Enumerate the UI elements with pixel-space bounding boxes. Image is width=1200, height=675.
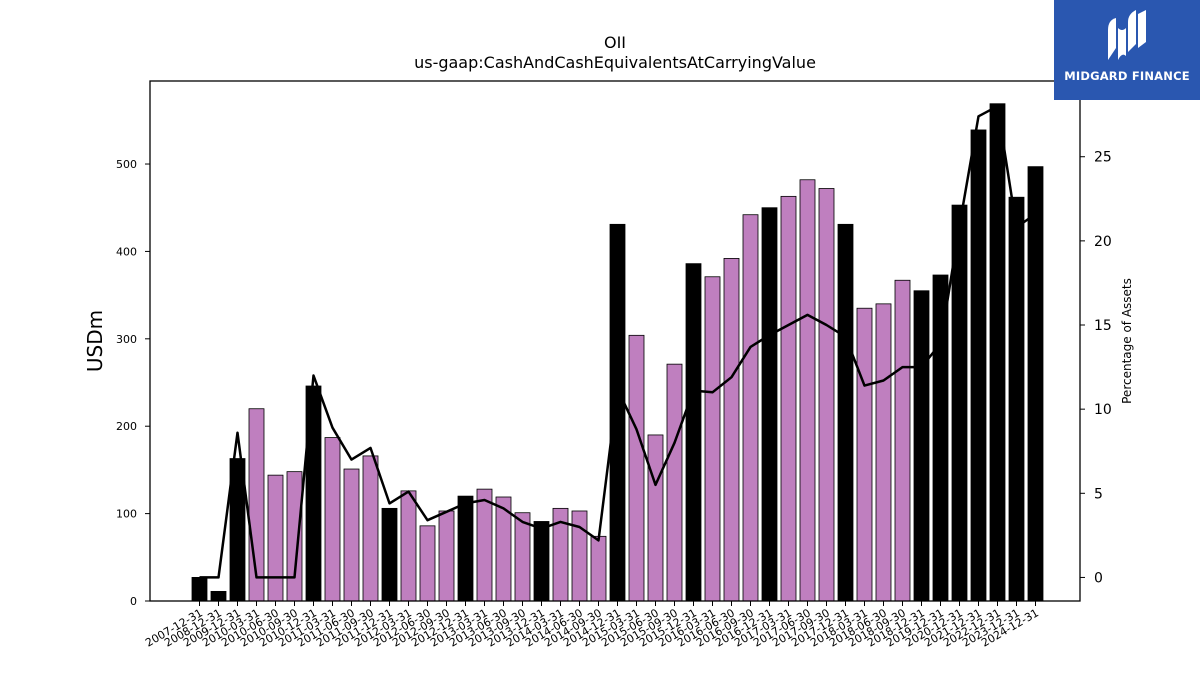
y-tick-label: 500: [116, 158, 137, 171]
bar-2015-06-30: [647, 434, 664, 602]
bar-2018-12-31: [913, 290, 930, 602]
bar-2013-12-31: [533, 521, 550, 602]
bar-2015-12-31: [685, 263, 702, 602]
y-axis-label: USDm: [83, 310, 107, 372]
logo-mark-icon: [1108, 10, 1146, 60]
logo-text: MIDGARD FINANCE: [1064, 69, 1190, 83]
bar-2012-06-30: [419, 525, 436, 602]
bar-2016-09-30: [742, 214, 759, 602]
bar-2017-09-30: [818, 188, 835, 602]
bar-2022-12-31: [989, 103, 1006, 602]
bar-2011-09-30: [362, 455, 379, 602]
y-axis-ticks: 0 100 200 300 400 500: [116, 158, 150, 608]
bar-2023-12-31: [1008, 196, 1025, 602]
y2-tick-label: 20: [1094, 234, 1112, 250]
y2-tick-label: 25: [1094, 150, 1112, 166]
bar-2016-03-31: [704, 276, 721, 602]
pct-assets-line: [199, 104, 1037, 579]
bar-2017-06-30: [799, 179, 816, 602]
bar-2017-12-31: [837, 223, 854, 602]
y-tick-label: 200: [116, 420, 137, 433]
bar-2019-12-31: [932, 274, 949, 602]
bar-2018-06-30: [875, 303, 892, 602]
y2-axis-label: Percentage of Assets: [1120, 278, 1134, 404]
line-group: [199, 104, 1037, 579]
bar-2007-12-31: [191, 577, 208, 602]
bar-2010-06-30: [267, 474, 284, 602]
y2-axis-ticks: 0 5 10 15 20 25: [1080, 150, 1112, 586]
bar-2014-09-30: [590, 535, 607, 602]
bar-2011-06-30: [343, 468, 360, 602]
bar-2012-09-30: [438, 510, 455, 602]
bar-2012-12-31: [457, 495, 474, 602]
bar-2011-12-31: [381, 507, 398, 602]
bar-2018-03-31: [856, 307, 873, 602]
y2-tick-label: 15: [1094, 318, 1112, 334]
bar-2012-03-31: [400, 490, 417, 602]
bar-2016-06-30: [723, 258, 740, 602]
bar-2011-03-31: [324, 437, 341, 602]
y2-tick-label: 10: [1094, 402, 1112, 418]
bar-2015-09-30: [666, 363, 683, 602]
bar-2013-03-31: [476, 488, 493, 602]
bar-2008-12-31: [210, 590, 227, 602]
bar-2016-12-31: [761, 207, 778, 602]
plot-frame: [149, 80, 1081, 602]
y2-tick-label: 5: [1094, 486, 1103, 502]
bars-group: [191, 103, 1044, 602]
bar-2018-09-30: [894, 279, 911, 602]
y-tick-label: 0: [130, 595, 137, 608]
bar-2017-03-31: [780, 195, 797, 602]
bar-2010-09-30: [286, 471, 303, 602]
y-tick-label: 300: [116, 333, 137, 346]
y-tick-label: 400: [116, 245, 137, 258]
bar-2021-12-31: [970, 129, 987, 602]
y-tick-label: 100: [116, 508, 137, 521]
bar-2014-12-31: [609, 223, 626, 602]
bar-2024-12-31: [1027, 166, 1044, 602]
bar-2013-09-30: [514, 512, 531, 602]
y2-tick-label: 0: [1094, 570, 1103, 586]
bar-2015-03-31: [628, 334, 645, 602]
chart-title: OII: [604, 33, 626, 52]
x-axis-ticks: 2007-12-312008-12-312009-12-312010-03-31…: [143, 601, 1041, 650]
brand-logo: MIDGARD FINANCE: [1054, 0, 1200, 100]
chart-subtitle: us-gaap:CashAndCashEquivalentsAtCarrying…: [414, 53, 816, 72]
